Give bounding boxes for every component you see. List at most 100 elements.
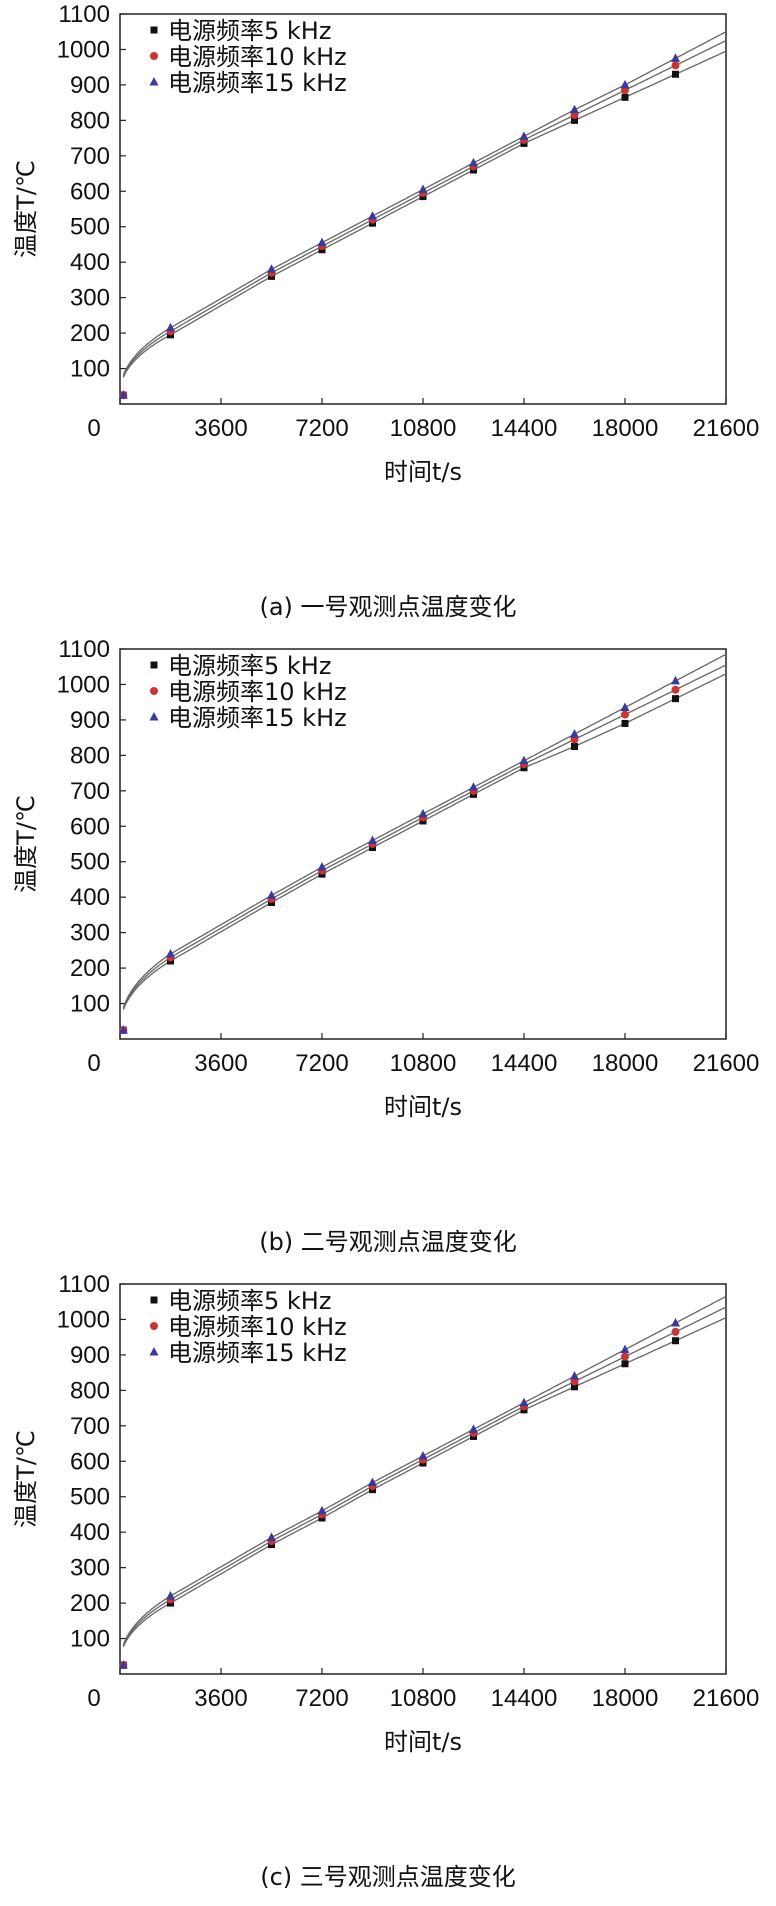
data-point-series-3 — [418, 184, 428, 193]
x-tick-label: 21600 — [693, 415, 760, 442]
x-tick-label: 10800 — [390, 415, 457, 442]
x-tick-label: 0 — [87, 415, 100, 442]
y-tick-label: 1100 — [58, 1, 110, 28]
y-tick-label: 400 — [70, 1519, 110, 1546]
x-axis-title: 时间t/s — [384, 1093, 462, 1121]
x-tick-label: 14400 — [491, 1685, 558, 1712]
x-tick-label: 3600 — [194, 1050, 247, 1077]
y-tick-label: 300 — [70, 285, 110, 312]
figure-caption-a: (a) 一号观测点温度变化 — [259, 593, 516, 621]
data-point-series-3 — [671, 1318, 680, 1327]
x-tick-label: 21600 — [693, 1050, 760, 1077]
x-tick-label: 10800 — [390, 1685, 457, 1712]
data-point-series-3 — [118, 390, 128, 399]
chart-panel-b: 100 200 300 400 500 600 700 800 900 1000 1100 0 3600… — [0, 635, 776, 1270]
legend-label-series-3: 电源频率15 kHz — [168, 69, 347, 97]
y-tick-label: 500 — [70, 1484, 110, 1511]
legend-marker-series-2 — [150, 687, 158, 695]
y-tick-label: 700 — [70, 778, 110, 805]
y-tick-label: 300 — [70, 920, 110, 947]
data-point-series-3 — [267, 890, 276, 899]
legend-marker-series-1 — [150, 661, 158, 669]
data-point-series-3 — [118, 1025, 128, 1034]
data-point-series-3 — [166, 322, 175, 332]
legend-marker-series-1 — [150, 1296, 158, 1304]
data-point-series-3 — [418, 1450, 428, 1460]
chart-c-svg: 100 200 300 400 500 600 700 800 900 1000 1100 0 3600… — [12, 1271, 760, 1891]
y-tick-label: 600 — [70, 178, 110, 205]
y-tick-label: 700 — [70, 1413, 110, 1440]
data-point-series-2 — [671, 685, 680, 694]
y-tick-label: 400 — [70, 249, 110, 276]
x-tick-label: 7200 — [295, 1050, 348, 1077]
legend-marker-series-2 — [150, 1322, 158, 1330]
data-point-series-3 — [671, 675, 680, 685]
data-point-series-3 — [469, 157, 478, 167]
data-point-series-3 — [317, 1505, 327, 1515]
figure-caption-b: (b) 二号观测点温度变化 — [259, 1228, 517, 1256]
data-point-series-1 — [571, 116, 578, 124]
y-tick-label: 900 — [70, 72, 110, 99]
data-point-series-3 — [570, 1371, 579, 1380]
data-point-series-2 — [621, 710, 629, 719]
legend-label-series-3: 电源频率15 kHz — [168, 1339, 347, 1367]
y-tick-label: 1000 — [57, 36, 110, 63]
legend-label-series-1: 电源频率5 kHz — [168, 17, 331, 45]
data-point-series-1 — [571, 1383, 578, 1391]
data-point-series-3 — [418, 808, 428, 818]
x-tick-label: 21600 — [693, 1685, 760, 1712]
y-tick-label: 200 — [70, 320, 110, 347]
data-point-series-1 — [672, 1337, 679, 1345]
data-point-series-3 — [317, 862, 327, 871]
y-tick-label: 600 — [70, 813, 110, 840]
x-tick-label: 18000 — [592, 415, 659, 442]
data-point-series-3 — [519, 131, 529, 140]
y-axis-title: 温度T/℃ — [12, 160, 40, 258]
y-tick-label: 500 — [70, 849, 110, 876]
data-point-series-3 — [267, 1532, 276, 1541]
series-line-1 — [122, 1317, 727, 1648]
x-tick-label: 18000 — [592, 1050, 659, 1077]
data-point-series-3 — [570, 104, 579, 114]
legend-label-series-2: 电源频率10 kHz — [168, 1313, 347, 1341]
y-tick-label: 900 — [70, 1342, 110, 1369]
data-point-series-3 — [118, 1660, 128, 1669]
data-point-series-3 — [671, 53, 680, 62]
chart-a-svg: 100 200 300 400 500 600 700 800 900 1000 1100 0 3600… — [12, 1, 760, 621]
legend-marker-series-3 — [149, 1347, 159, 1356]
data-point-series-3 — [469, 1424, 478, 1433]
x-tick-label: 3600 — [194, 415, 247, 442]
legend-label-series-1: 电源频率5 kHz — [168, 652, 331, 680]
x-tick-label: 7200 — [295, 1685, 348, 1712]
y-tick-label: 1000 — [57, 1306, 110, 1333]
y-axis-title: 温度T/℃ — [12, 1430, 40, 1528]
x-tick-label: 10800 — [390, 1050, 457, 1077]
data-point-series-1 — [621, 719, 629, 727]
data-point-series-3 — [469, 782, 478, 791]
data-point-series-3 — [620, 79, 630, 89]
legend-label-series-2: 电源频率10 kHz — [168, 43, 347, 71]
legend-marker-series-2 — [150, 52, 158, 60]
figure-caption-c: (c) 三号观测点温度变化 — [260, 1863, 516, 1891]
data-point-series-3 — [368, 1477, 377, 1487]
data-point-series-2 — [671, 1327, 680, 1336]
data-point-series-3 — [570, 729, 579, 738]
data-point-series-3 — [620, 1344, 630, 1354]
x-axis-title: 时间t/s — [384, 1728, 462, 1756]
data-point-series-3 — [267, 264, 276, 273]
data-point-series-1 — [621, 1360, 629, 1368]
x-tick-label: 0 — [87, 1050, 100, 1077]
legend-marker-series-3 — [149, 77, 159, 86]
data-point-series-1 — [672, 70, 679, 78]
legend-marker-series-1 — [150, 26, 158, 34]
data-point-series-3 — [519, 755, 529, 765]
y-axis-title: 温度T/℃ — [12, 795, 40, 893]
legend-label-series-1: 电源频率5 kHz — [168, 1287, 331, 1315]
data-point-series-3 — [519, 1397, 529, 1407]
legend-label-series-3: 电源频率15 kHz — [168, 704, 347, 732]
data-point-series-1 — [621, 93, 629, 101]
y-tick-label: 200 — [70, 1590, 110, 1617]
x-tick-label: 7200 — [295, 415, 348, 442]
y-tick-label: 800 — [70, 742, 110, 769]
x-tick-label: 14400 — [491, 1050, 558, 1077]
